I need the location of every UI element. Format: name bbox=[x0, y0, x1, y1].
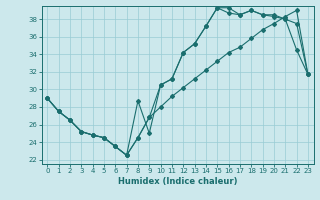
X-axis label: Humidex (Indice chaleur): Humidex (Indice chaleur) bbox=[118, 177, 237, 186]
